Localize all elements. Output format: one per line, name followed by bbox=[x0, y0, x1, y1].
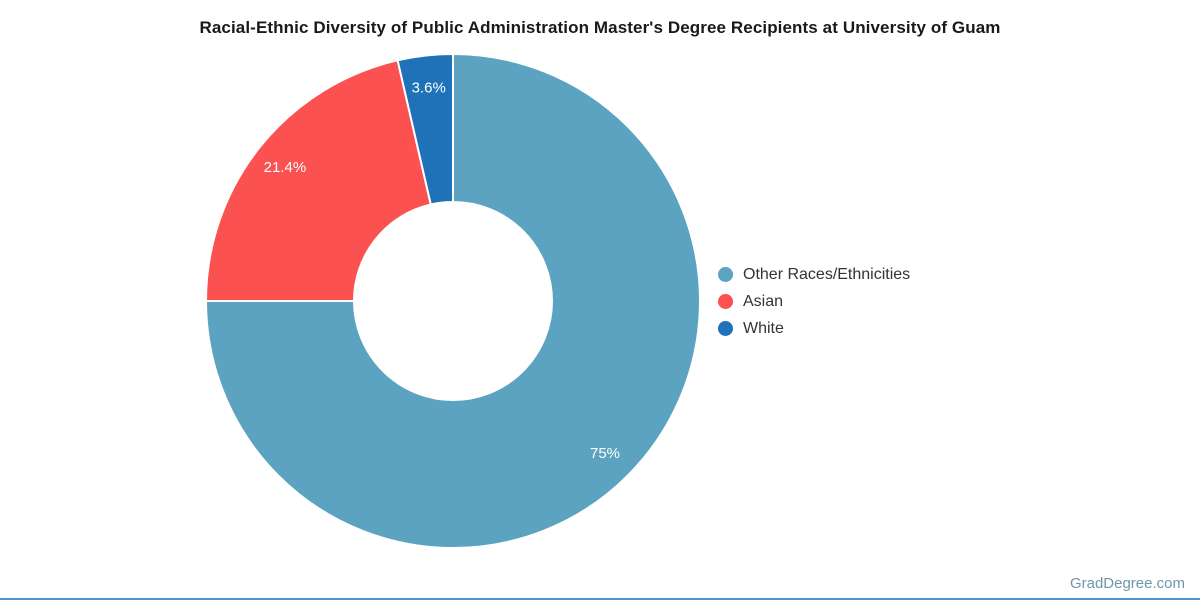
legend-swatch-icon bbox=[718, 294, 733, 309]
donut-chart: 75% 21.4% 3.6% bbox=[203, 51, 703, 551]
watermark-branding: GradDegree.com bbox=[1069, 575, 1185, 592]
legend-swatch-icon bbox=[718, 267, 733, 282]
legend-swatch-icon bbox=[718, 321, 733, 336]
legend-item-other[interactable]: Other Races/Ethnicities bbox=[718, 261, 910, 288]
slice-label-0: 75% bbox=[590, 445, 620, 462]
bottom-accent-bar bbox=[0, 598, 1200, 600]
legend: Other Races/Ethnicities Asian White bbox=[718, 261, 910, 342]
donut-slice-1[interactable] bbox=[205, 59, 432, 302]
legend-label: Asian bbox=[743, 292, 784, 310]
chart-title: Racial-Ethnic Diversity of Public Admini… bbox=[199, 18, 1001, 37]
donut-slice-0[interactable] bbox=[205, 53, 701, 549]
legend-label: Other Races/Ethnicities bbox=[743, 265, 911, 283]
legend-item-asian[interactable]: Asian bbox=[718, 288, 910, 315]
slice-label-2: 3.6% bbox=[412, 80, 446, 97]
legend-item-white[interactable]: White bbox=[718, 315, 910, 342]
donut-slice-2[interactable] bbox=[396, 53, 454, 206]
legend-label: White bbox=[743, 319, 784, 337]
donut-chart-svg: 75% 21.4% 3.6% bbox=[205, 53, 701, 549]
slice-label-1: 21.4% bbox=[264, 159, 307, 176]
